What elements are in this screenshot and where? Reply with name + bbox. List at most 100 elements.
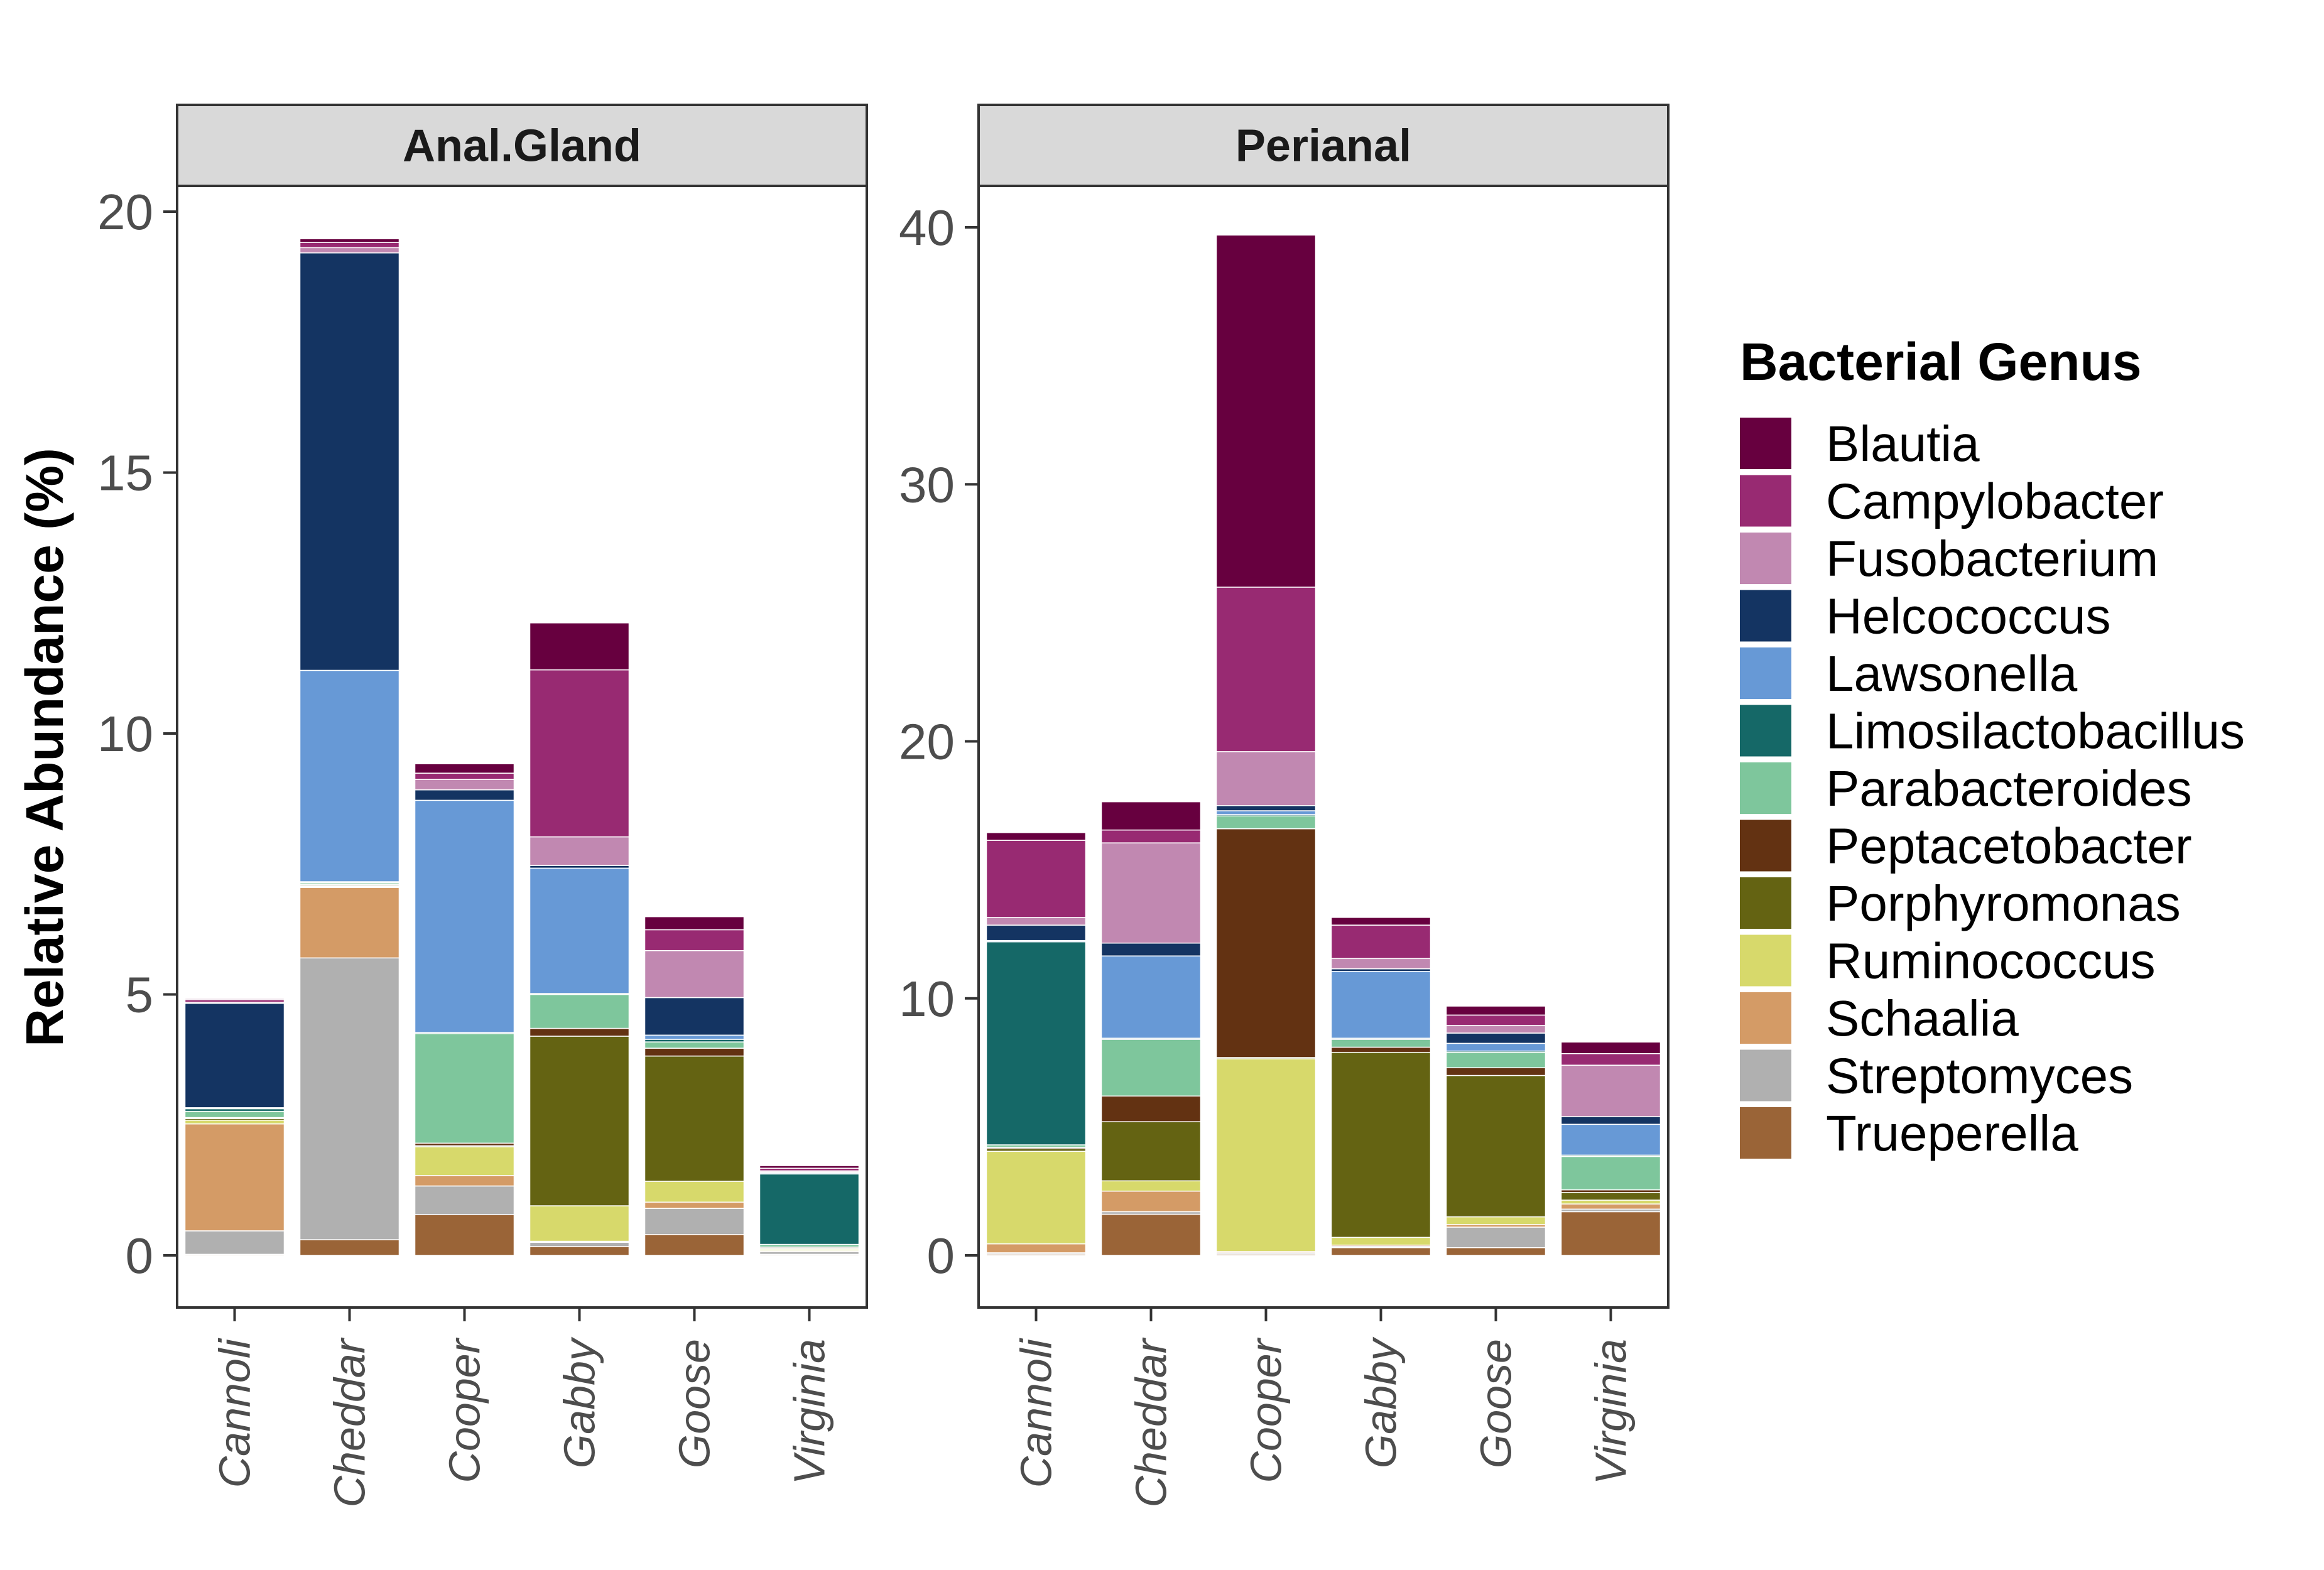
bar-cheddar <box>1100 801 1202 1256</box>
bar-segment-gabby-porphyromonas <box>529 1036 630 1206</box>
legend-items: BlautiaCampylobacterFusobacteriumHelcoco… <box>1740 416 2245 1161</box>
y-tick-label: 20 <box>97 184 153 240</box>
bar-segment-cheddar-fusobacterium <box>299 247 400 254</box>
bar-segment-cheddar-campylobacter <box>1100 829 1202 843</box>
strip-title: Perianal <box>1235 121 1411 171</box>
bar-goose <box>644 916 745 1256</box>
legend-key <box>1740 475 1791 527</box>
bar-segment-cheddar-blautia <box>299 238 400 243</box>
x-tick-label-cooper: Cooper <box>440 1337 489 1483</box>
y-tick-label: 10 <box>97 706 153 762</box>
panel-anal-gland: Anal.Gland 0 5 10 15 20 Cannoli Cheddar Cooper Ga… <box>97 104 868 1508</box>
bar-segment-goose-trueperella <box>1445 1247 1546 1256</box>
bar-segment-cooper-campylobacter <box>1215 587 1317 752</box>
bar-segment-gabby-blautia <box>529 622 630 671</box>
legend-label: Fusobacterium <box>1826 531 2158 587</box>
bar-segment-cannoli-fusobacterium <box>986 917 1087 926</box>
bar-segment-cheddar-schaalia <box>299 887 400 959</box>
bar-segment-gabby-parabacteroides <box>1330 1039 1431 1048</box>
strip-title: Anal.Gland <box>403 121 641 171</box>
bar-segment-goose-peptacetobacter <box>644 1048 745 1057</box>
bar-gabby <box>529 622 630 1256</box>
legend: Bacterial Genus BlautiaCampylobacterFuso… <box>1740 332 2245 1161</box>
legend-item-ruminococcus: Ruminococcus <box>1740 933 2156 989</box>
legend-item-helcococcus: Helcococcus <box>1740 588 2111 644</box>
bar-segment-cannoli-limosilactobacillus <box>986 941 1087 1145</box>
facet-panels: Anal.Gland 0 5 10 15 20 Cannoli Cheddar Cooper Ga… <box>97 104 1670 1508</box>
legend-item-peptacetobacter: Peptacetobacter <box>1740 818 2192 874</box>
bar-segment-goose-trueperella <box>644 1234 745 1256</box>
bar-segment-goose-blautia <box>1445 1005 1546 1016</box>
bar-segment-cooper-helcococcus <box>1215 805 1317 811</box>
bar-cooper <box>1215 234 1317 1256</box>
y-tick-label: 0 <box>927 1228 955 1284</box>
bar-segment-virginia-lawsonella <box>1560 1123 1661 1156</box>
legend-key <box>1740 762 1791 814</box>
bar-segment-virginia-fusobacterium <box>1560 1064 1661 1117</box>
x-tick-label-gabby: Gabby <box>555 1336 604 1468</box>
bar-segment-cooper-schaalia <box>414 1175 515 1187</box>
plot-area <box>979 186 1668 1307</box>
bar-segment-cheddar-trueperella <box>299 1239 400 1256</box>
legend-item-limosilactobacillus: Limosilactobacillus <box>1740 703 2245 759</box>
y-tick-label: 20 <box>899 714 955 770</box>
legend-key <box>1740 590 1791 642</box>
y-tick-label: 40 <box>899 200 955 256</box>
bar-segment-goose-fusobacterium <box>1445 1024 1546 1034</box>
bar-segment-goose-ruminococcus <box>644 1181 745 1203</box>
bar-gabby <box>1330 917 1431 1256</box>
bar-segment-goose-fusobacterium <box>644 950 745 999</box>
bar-segment-virginia-trueperella <box>1560 1211 1661 1256</box>
bar-segment-cannoli-blautia <box>184 998 285 1000</box>
legend-item-streptomyces: Streptomyces <box>1740 1048 2133 1104</box>
y-tick-label: 0 <box>126 1228 154 1284</box>
bar-segment-virginia-campylobacter <box>1560 1053 1661 1066</box>
bar-segment-cooper-parabacteroides <box>414 1033 515 1144</box>
bar-segment-gabby-trueperella <box>1330 1247 1431 1256</box>
bar-segment-goose-porphyromonas <box>1445 1075 1546 1218</box>
x-tick-label-goose: Goose <box>670 1339 719 1468</box>
bar-segment-cannoli-campylobacter <box>986 840 1087 918</box>
bar-segment-gabby-lawsonella <box>1330 971 1431 1039</box>
legend-label: Streptomyces <box>1826 1048 2133 1104</box>
bar-segment-virginia-limosilactobacillus <box>759 1173 860 1245</box>
bar-segment-goose-blautia <box>644 916 745 931</box>
bar-segment-gabby-blautia <box>1330 917 1431 926</box>
bar-segment-cooper-blautia <box>414 763 515 774</box>
legend-label: Limosilactobacillus <box>1826 703 2245 759</box>
bar-segment-cheddar-helcococcus <box>1100 943 1202 956</box>
bar-segment-cooper-streptomyces <box>414 1185 515 1215</box>
bar-segment-goose-schaalia <box>644 1201 745 1209</box>
legend-label: Lawsonella <box>1826 646 2078 701</box>
bar-segment-gabby-streptomyces <box>529 1242 630 1247</box>
bar-segment-goose-streptomyces <box>644 1208 745 1235</box>
bar-segment-gabby-lawsonella <box>529 867 630 994</box>
bar-segment-gabby-ruminococcus <box>1330 1237 1431 1246</box>
bar-segment-goose-lawsonella <box>644 1034 745 1040</box>
x-tick-label-cooper: Cooper <box>1242 1337 1291 1483</box>
bar-segment-cheddar-peptacetobacter <box>1100 1095 1202 1122</box>
bar-segment-goose-campylobacter <box>1445 1014 1546 1026</box>
bar-segment-goose-campylobacter <box>644 929 745 951</box>
bar-segment-cheddar-porphyromonas <box>1100 1121 1202 1182</box>
legend-item-parabacteroides: Parabacteroides <box>1740 761 2192 816</box>
plot-area <box>177 186 867 1307</box>
bar-segment-gabby-porphyromonas <box>1330 1051 1431 1238</box>
bar-segment-cheddar-trueperella <box>1100 1213 1202 1256</box>
bar-cannoli <box>184 998 285 1256</box>
x-tick-label-goose: Goose <box>1472 1339 1521 1468</box>
legend-item-schaalia: Schaalia <box>1740 990 2019 1046</box>
y-tick-label: 15 <box>97 445 153 501</box>
bar-segment-goose-porphyromonas <box>644 1055 745 1182</box>
legend-key <box>1740 877 1791 929</box>
strip-background <box>977 104 1670 187</box>
legend-key <box>1740 992 1791 1044</box>
legend-label: Schaalia <box>1826 990 2019 1046</box>
bar-goose <box>1445 1005 1546 1256</box>
legend-item-porphyromonas: Porphyromonas <box>1740 875 2181 931</box>
legend-item-campylobacter: Campylobacter <box>1740 474 2164 529</box>
legend-key <box>1740 1107 1791 1159</box>
bar-segment-cannoli-streptomyces <box>184 1230 285 1255</box>
bar-segment-cooper-lawsonella <box>414 799 515 1033</box>
